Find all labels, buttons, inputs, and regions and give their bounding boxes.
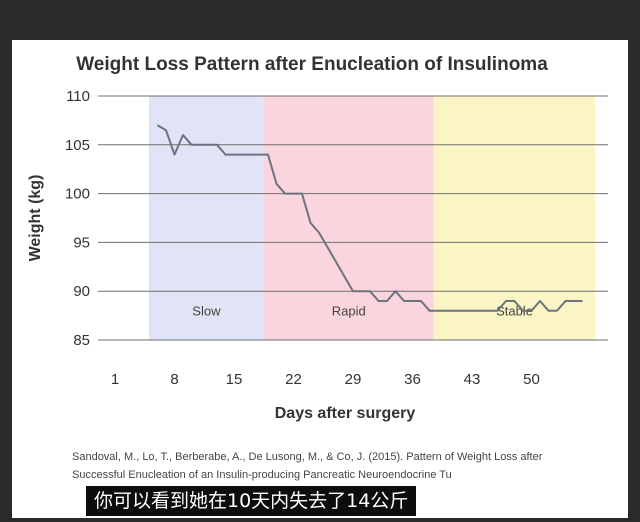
phase-label-slow: Slow	[192, 304, 221, 319]
x-tick-label: 15	[226, 371, 243, 388]
x-tick-label: 50	[523, 371, 540, 388]
weight-line-chart: Slow Rapid Stable 85 90 95 100 105 110 1 8 15 22 29 36…	[27, 88, 608, 422]
weight-series-line	[157, 124, 583, 312]
phase-label-stable: Stable	[496, 304, 533, 319]
y-tick-label: 90	[73, 283, 90, 300]
x-tick-label: 36	[404, 371, 421, 388]
slide: Weight Loss Pattern after Enucleation of…	[12, 40, 628, 518]
video-subtitle-caption: 你可以看到她在10天内失去了14公斤	[86, 486, 417, 516]
y-tick-label: 95	[73, 234, 90, 251]
x-tick-label: 22	[285, 371, 302, 388]
x-tick-label: 29	[345, 371, 362, 388]
x-tick-label: 8	[170, 371, 178, 388]
phase-band-rapid	[263, 96, 434, 340]
y-tick-label: 105	[65, 137, 90, 154]
x-axis-title: Days after surgery	[275, 405, 416, 422]
y-axis-title: Weight (kg)	[27, 175, 44, 262]
phase-label-rapid: Rapid	[332, 304, 366, 319]
citation-text: Sandoval, M., Lo, T., Berberabe, A., De …	[72, 451, 543, 481]
y-tick-label: 100	[65, 186, 90, 203]
x-tick-label: 43	[464, 371, 481, 388]
x-tick-label: 1	[111, 371, 119, 388]
y-tick-label: 85	[73, 332, 90, 349]
phase-band-stable	[433, 96, 596, 340]
y-tick-label: 110	[66, 88, 90, 105]
chart-title: Weight Loss Pattern after Enucleation of…	[76, 54, 548, 75]
